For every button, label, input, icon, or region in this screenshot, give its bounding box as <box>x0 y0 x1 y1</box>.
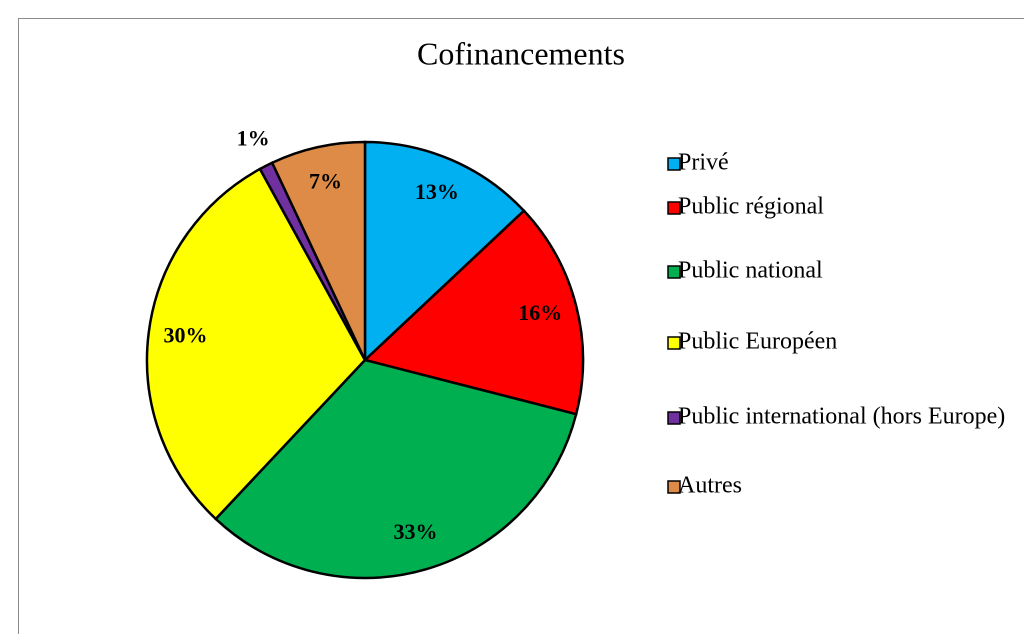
pie-slice <box>363 140 526 363</box>
data-label: 13% <box>415 179 459 204</box>
legend-label: Autres <box>678 473 742 499</box>
legend-label: Privé <box>678 150 729 176</box>
legend-label: Public régional <box>678 194 824 220</box>
legend-swatch <box>667 411 681 425</box>
pie-slice <box>145 167 367 521</box>
legend-swatch <box>667 480 681 494</box>
legend-swatch <box>667 201 681 215</box>
legend-swatch <box>667 336 681 350</box>
legend-label: Public international (hors Europe) <box>678 404 1005 430</box>
legend-swatch <box>667 157 681 171</box>
chart-title: Cofinancements <box>417 35 625 71</box>
pie-slice <box>214 358 578 580</box>
pie-slice <box>270 140 367 361</box>
legend-label: Public national <box>678 258 823 284</box>
data-label: 30% <box>163 322 207 347</box>
data-label: 16% <box>518 300 562 325</box>
data-label: 7% <box>309 168 342 193</box>
legend-label: Public Européen <box>678 329 837 355</box>
data-label: 1% <box>237 126 270 151</box>
legend-swatch <box>667 265 681 279</box>
pie-slice <box>362 209 585 416</box>
data-label: 33% <box>393 519 437 544</box>
